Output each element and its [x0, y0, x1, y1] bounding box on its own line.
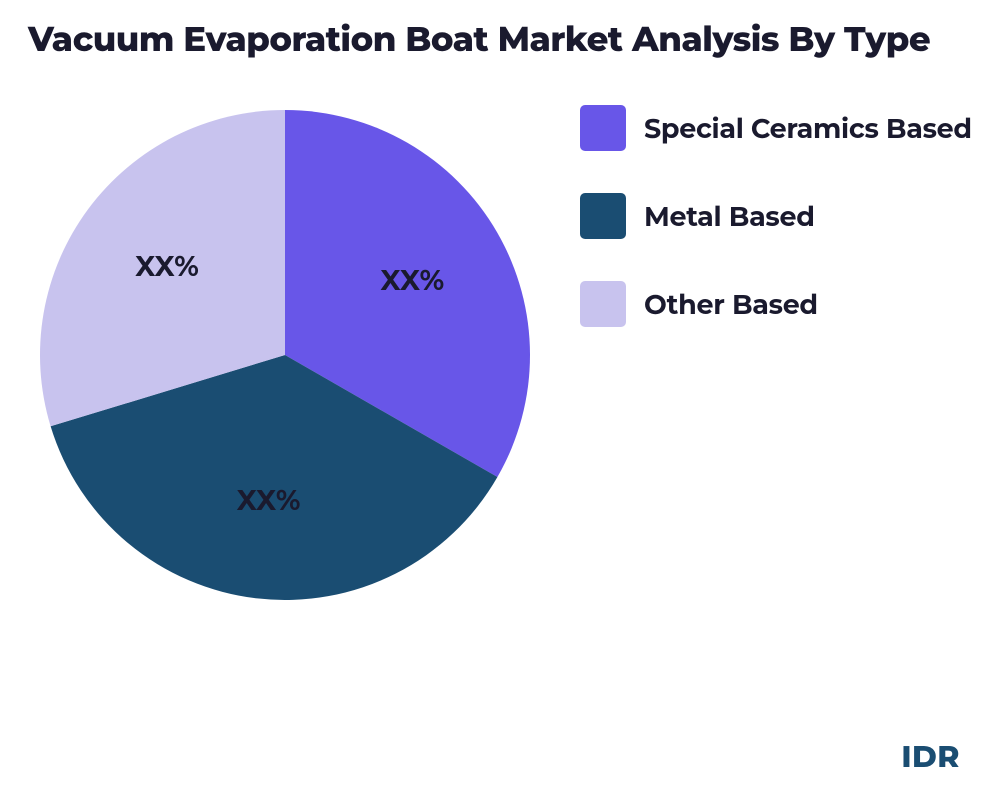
- slice-label-2: XX%: [135, 250, 198, 284]
- chart-title: Vacuum Evaporation Boat Market Analysis …: [28, 18, 930, 60]
- pie-svg: [40, 110, 530, 600]
- legend-item-0: Special Ceramics Based: [580, 105, 1000, 151]
- legend-label-0: Special Ceramics Based: [644, 112, 972, 145]
- legend-swatch-1: [580, 193, 626, 239]
- legend-item-2: Other Based: [580, 281, 1000, 327]
- legend-label-1: Metal Based: [644, 200, 815, 233]
- pie-chart: XX% XX% XX%: [40, 110, 530, 600]
- footer-brand: IDR: [901, 738, 960, 775]
- legend-swatch-0: [580, 105, 626, 151]
- slice-label-0: XX%: [381, 264, 444, 298]
- legend-swatch-2: [580, 281, 626, 327]
- legend-item-1: Metal Based: [580, 193, 1000, 239]
- legend: Special Ceramics Based Metal Based Other B…: [580, 105, 1000, 369]
- slice-label-1: XX%: [237, 484, 300, 518]
- legend-label-2: Other Based: [644, 288, 818, 321]
